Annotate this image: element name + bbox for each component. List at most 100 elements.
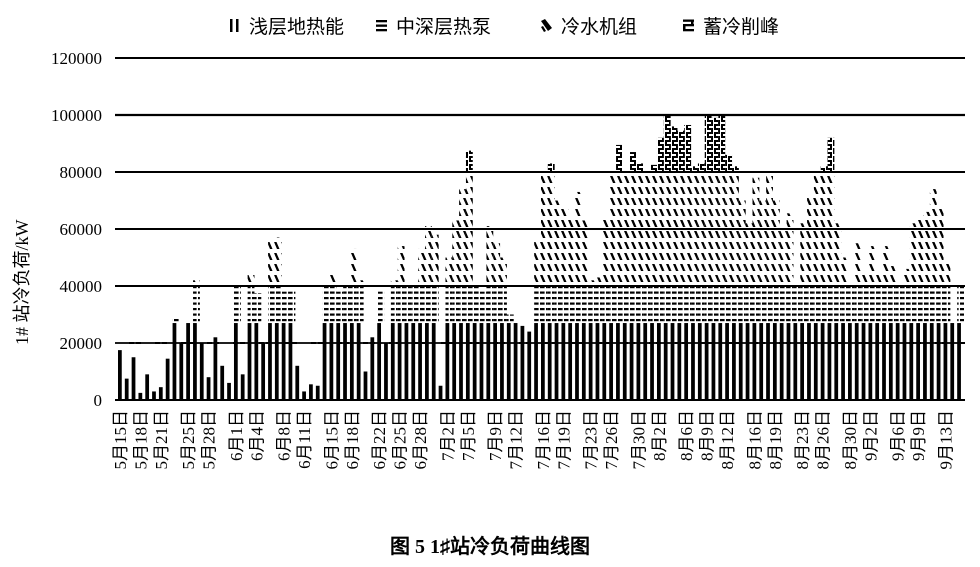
bar — [472, 286, 480, 400]
bar — [138, 392, 143, 400]
x-tick-label: 7月16日 — [534, 410, 553, 470]
bar — [459, 189, 466, 400]
bar — [377, 291, 385, 400]
x-tick-label: 7月5日 — [459, 410, 478, 461]
bar — [145, 374, 150, 400]
bar — [131, 357, 136, 400]
bar — [868, 246, 876, 400]
bar — [227, 382, 231, 400]
bar — [541, 172, 548, 400]
x-tick-label: 8月23日 — [793, 410, 812, 470]
bar — [725, 154, 733, 400]
x-tick-label: 8月16日 — [745, 410, 764, 470]
bar — [547, 163, 555, 400]
y-tick-label: 40000 — [60, 277, 103, 296]
bar — [356, 280, 364, 400]
bar — [329, 273, 337, 400]
bar — [534, 240, 541, 400]
y-tick-label: 60000 — [60, 220, 103, 239]
vertical-hatch-icon — [230, 19, 239, 32]
legend-item-ice-storage: 蓄冷削峰 — [682, 12, 779, 39]
x-tick-label: 5月15日 — [111, 410, 130, 470]
legend-item-medium-deep-heat-pump: 中深层热泵 — [375, 12, 491, 39]
bar — [349, 248, 357, 400]
x-tick-label: 8月26日 — [814, 410, 833, 470]
bar — [486, 226, 494, 400]
chart-legend: 浅层地热能 中深层热泵 冷水机组 蓄冷削峰 — [0, 6, 980, 39]
x-tick-label: 8月6日 — [677, 410, 696, 461]
x-tick-label: 8月9日 — [698, 410, 717, 461]
bar — [254, 293, 262, 400]
bar — [882, 246, 889, 400]
bar — [288, 291, 296, 400]
y-axis-label: 1# 站冷负荷/kW — [12, 219, 32, 346]
bar — [916, 217, 924, 400]
bar — [118, 350, 122, 400]
bar — [827, 137, 835, 400]
bar — [397, 246, 405, 400]
x-tick-label: 6月1日 — [227, 410, 246, 461]
bar — [616, 144, 623, 400]
bar — [752, 177, 760, 400]
legend-label: 中深层热泵 — [396, 17, 492, 38]
bar — [957, 286, 964, 400]
bar — [479, 291, 487, 400]
x-tick-label: 8月19日 — [766, 410, 785, 470]
brick-hatch-icon — [683, 19, 694, 32]
bar — [425, 226, 432, 400]
x-tick-label: 9月6日 — [889, 410, 908, 461]
bar — [213, 337, 218, 400]
bar — [179, 343, 184, 400]
bar — [240, 374, 245, 400]
x-tick-label: 7月9日 — [486, 410, 505, 461]
x-tick-label: 6月22日 — [370, 410, 389, 470]
bar — [677, 130, 685, 400]
bar — [261, 343, 266, 400]
bar — [950, 323, 955, 400]
bar — [193, 280, 200, 400]
bar — [322, 286, 330, 400]
figure-caption: 图 5 1♯站冷负荷曲线图 — [390, 536, 590, 558]
bar — [936, 206, 944, 400]
x-axis-ticks: 5月15日 5月18日 5月21日 5月25日 5月28日 6月1日 6月4日 6月8日 6月1… — [111, 410, 956, 470]
bar — [929, 189, 937, 400]
bar — [315, 385, 320, 400]
bar — [206, 377, 211, 400]
bar — [923, 211, 930, 400]
bar — [384, 343, 388, 400]
bar — [575, 191, 582, 400]
bar — [199, 343, 204, 400]
bar — [513, 323, 518, 400]
x-tick-label: 6月28日 — [411, 410, 430, 470]
x-tick-label: 8月12日 — [718, 410, 737, 470]
bar — [813, 172, 821, 400]
legend-label: 浅层地热能 — [249, 17, 345, 38]
bar — [465, 150, 473, 400]
x-tick-label: 9月13日 — [936, 410, 955, 470]
x-tick-label: 8月2日 — [650, 410, 669, 461]
x-tick-label: 5月18日 — [131, 410, 150, 470]
bar — [602, 217, 610, 400]
bar — [390, 280, 398, 400]
bar — [363, 371, 368, 400]
bar — [431, 234, 439, 400]
bar — [834, 223, 842, 400]
bar — [738, 200, 746, 400]
y-tick-label: 80000 — [60, 163, 103, 182]
bar — [309, 384, 313, 400]
x-tick-label: 5月21日 — [152, 410, 171, 470]
bar — [732, 166, 739, 400]
bar — [888, 266, 896, 400]
bar — [268, 240, 275, 400]
bar — [909, 223, 917, 400]
bar — [943, 263, 951, 400]
bar — [281, 291, 289, 400]
bar — [820, 166, 828, 400]
bar — [895, 286, 903, 400]
bar-series — [118, 115, 964, 400]
bar — [718, 115, 726, 400]
bar — [650, 164, 657, 400]
bar — [663, 115, 671, 400]
bar — [152, 391, 156, 400]
